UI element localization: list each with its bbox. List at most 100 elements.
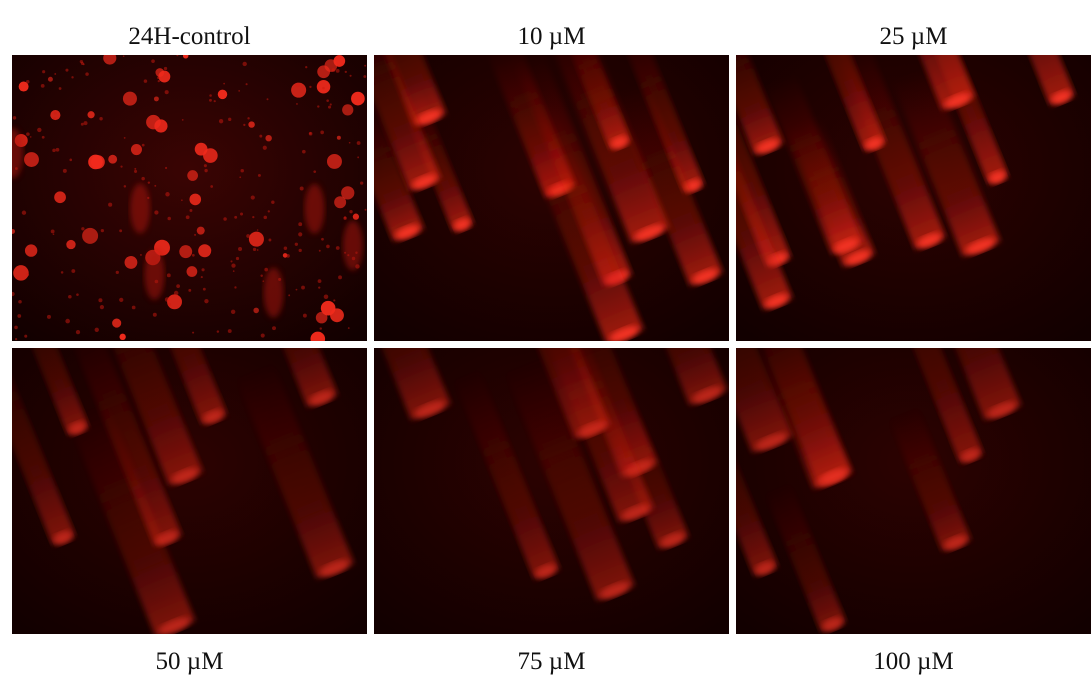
comet-tail (452, 366, 560, 580)
nucleus (108, 154, 118, 164)
speck (164, 297, 170, 302)
speck (308, 131, 313, 136)
speck (68, 294, 72, 299)
speck (246, 234, 251, 238)
nucleus (189, 193, 202, 206)
speck (256, 229, 259, 231)
speck (136, 152, 139, 155)
comet (849, 55, 976, 111)
speck (42, 70, 46, 74)
comet-tail (736, 55, 792, 267)
nucleus (124, 255, 138, 269)
panel-label: 10 µM (517, 23, 586, 50)
nucleus (187, 170, 198, 181)
speck (181, 199, 183, 202)
comet-head (412, 174, 437, 190)
speck (176, 55, 179, 57)
comet (888, 405, 972, 552)
speck (60, 271, 64, 274)
comet-head (1051, 90, 1072, 105)
comet-head (600, 582, 630, 599)
speck (52, 233, 55, 236)
comet (452, 366, 560, 580)
speck (100, 228, 105, 233)
speck (259, 134, 263, 138)
speck (234, 215, 238, 219)
speck (157, 79, 160, 83)
nucleus (167, 294, 182, 310)
speck (119, 297, 124, 303)
speck (99, 117, 103, 121)
speck (83, 121, 88, 126)
speck (323, 294, 329, 300)
comet-tail (736, 391, 779, 576)
comet-head (692, 386, 723, 403)
speck (260, 274, 263, 277)
speck (326, 244, 330, 249)
speck (108, 202, 113, 207)
speck (235, 256, 240, 261)
micrograph (374, 348, 729, 634)
nucleus (50, 110, 61, 121)
nucleus (182, 55, 189, 59)
speck (223, 82, 225, 85)
nucleus (196, 226, 205, 235)
comet-head (692, 268, 719, 284)
comet (782, 55, 887, 152)
speck (240, 168, 244, 173)
comet-tail (614, 55, 705, 193)
comet (81, 348, 204, 486)
panel-label: 75 µM (517, 648, 586, 675)
speck (17, 314, 22, 318)
speck (326, 99, 329, 102)
speck (230, 309, 236, 314)
speck (85, 72, 89, 76)
speck (234, 286, 237, 289)
speck (200, 276, 203, 279)
comet-tail (503, 354, 635, 601)
nucleus (179, 245, 193, 259)
speck (164, 166, 168, 170)
comet-tail (557, 55, 632, 150)
speck (119, 229, 123, 233)
nucleus (82, 227, 99, 244)
speck (209, 94, 212, 97)
nucleus (291, 82, 307, 98)
speck (204, 298, 209, 304)
speck (320, 130, 324, 135)
speck (247, 117, 250, 120)
nucleus (336, 135, 341, 140)
comet-tail (12, 348, 76, 546)
comet (902, 348, 1022, 421)
speck (239, 176, 242, 179)
comet-head (944, 93, 971, 109)
blob (144, 249, 165, 300)
speck (322, 86, 325, 90)
speck (141, 143, 145, 147)
comet-tail (631, 348, 728, 406)
speck (295, 82, 300, 88)
comet-tail (782, 55, 887, 152)
speck (317, 279, 322, 284)
comet-tail (123, 348, 228, 425)
speck (134, 167, 137, 170)
speck (55, 147, 60, 152)
speck (192, 331, 195, 334)
speck (216, 330, 220, 333)
comet-head (395, 224, 420, 240)
nucleus (18, 81, 29, 92)
speck (231, 263, 236, 268)
speck (21, 210, 27, 215)
panel-label: 50 µM (155, 648, 224, 675)
comet-tail (64, 348, 183, 547)
speck (343, 216, 347, 221)
speck (218, 119, 224, 124)
comet-head (610, 135, 628, 149)
speck (348, 141, 351, 144)
speck (252, 216, 255, 219)
speck (71, 76, 74, 79)
speck (181, 118, 184, 121)
speck (223, 217, 227, 221)
comet (483, 348, 611, 440)
speck (75, 329, 81, 335)
